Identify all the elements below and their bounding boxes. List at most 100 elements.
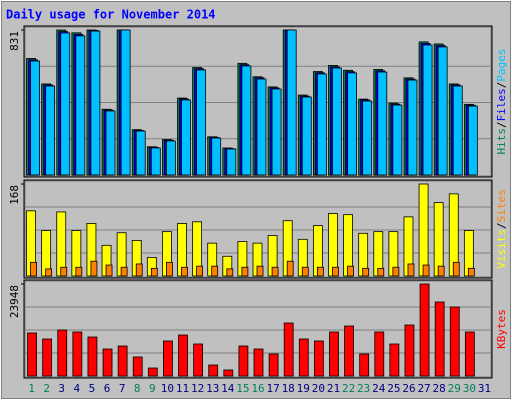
bar <box>226 268 234 277</box>
x-tick-label: 8 <box>134 382 141 395</box>
bar <box>392 266 400 277</box>
bar <box>332 266 339 277</box>
bar <box>27 332 37 377</box>
legend-entry: Visits <box>495 229 508 269</box>
bar <box>422 44 433 176</box>
bar <box>286 260 294 277</box>
panel-shade <box>24 180 492 278</box>
bar <box>150 147 161 176</box>
x-tick-label: 14 <box>221 382 235 395</box>
bar <box>283 322 294 377</box>
bar <box>253 348 264 377</box>
bar <box>211 137 222 176</box>
bar <box>135 130 146 176</box>
x-tick-label: 18 <box>282 382 295 395</box>
legend: KBytes <box>495 309 508 349</box>
bar <box>60 266 68 277</box>
x-tick-label: 5 <box>89 382 96 395</box>
y-tick-label: 23948 <box>8 285 21 318</box>
bar <box>90 260 98 277</box>
x-tick-label: 12 <box>191 382 204 395</box>
x-tick-label: 2 <box>43 382 50 395</box>
bar <box>45 85 56 176</box>
bar <box>359 353 370 377</box>
x-tick-label: 10 <box>161 382 174 395</box>
x-tick-label: 28 <box>433 382 446 395</box>
bar <box>30 60 40 176</box>
x-tick-label: 13 <box>206 382 219 395</box>
bar <box>56 211 67 277</box>
y-tick-label: 168 <box>8 185 21 205</box>
bar <box>57 329 68 377</box>
bar <box>163 340 173 377</box>
bar <box>238 345 249 377</box>
bar <box>377 71 388 176</box>
bar <box>90 30 101 176</box>
bar <box>241 65 252 176</box>
bar <box>418 183 429 277</box>
x-tick-label: 3 <box>58 382 65 395</box>
bar <box>181 99 191 176</box>
legend-separator: / <box>495 222 508 229</box>
x-tick-label: 4 <box>74 382 81 395</box>
bar <box>467 105 478 176</box>
bar <box>347 72 357 176</box>
bar <box>329 331 339 377</box>
bar <box>166 261 173 277</box>
bar <box>407 79 418 176</box>
y-tick-label: 831 <box>8 31 21 51</box>
bar <box>135 263 143 277</box>
bar <box>120 266 128 277</box>
x-tick-label: 21 <box>327 382 340 395</box>
bar <box>105 264 113 277</box>
bar <box>150 267 158 277</box>
x-tick-label: 27 <box>417 382 430 395</box>
bar <box>344 325 354 377</box>
bar <box>241 266 249 277</box>
bar <box>271 88 282 176</box>
bar <box>181 266 188 277</box>
bar <box>42 338 53 377</box>
bar <box>437 265 445 277</box>
x-tick-label: 7 <box>119 382 126 395</box>
bar <box>419 283 430 377</box>
panel-shade <box>24 26 492 177</box>
bar <box>347 265 354 277</box>
x-tick-label: 31 <box>478 382 491 395</box>
bar <box>404 324 415 377</box>
bar <box>449 306 460 377</box>
bar <box>332 67 342 176</box>
bar <box>256 265 264 277</box>
bar <box>196 69 207 176</box>
x-tick-label: 19 <box>297 382 310 395</box>
bar <box>434 301 445 377</box>
x-tick-label: 17 <box>266 382 279 395</box>
bar <box>256 78 267 176</box>
bar <box>316 266 324 277</box>
x-tick-label: 1 <box>28 382 35 395</box>
bar <box>467 267 475 277</box>
bar <box>298 338 309 377</box>
x-tick-label: 30 <box>463 382 476 395</box>
bar <box>226 148 237 176</box>
bar <box>433 202 444 277</box>
bar <box>389 343 400 377</box>
x-tick-label: 16 <box>251 382 264 395</box>
x-tick-label: 6 <box>104 382 111 395</box>
bar <box>301 266 309 277</box>
bar <box>392 104 403 176</box>
bar <box>45 268 53 277</box>
bar <box>362 100 373 176</box>
bar <box>328 213 338 277</box>
x-tick-label: 26 <box>402 382 415 395</box>
bar <box>422 264 430 277</box>
bar <box>75 35 86 176</box>
bar <box>105 110 116 176</box>
bar <box>166 140 176 176</box>
bar <box>286 29 297 176</box>
panel-shade <box>24 280 492 378</box>
legend-entry: KBytes <box>495 309 508 349</box>
x-tick-label: 22 <box>342 382 355 395</box>
